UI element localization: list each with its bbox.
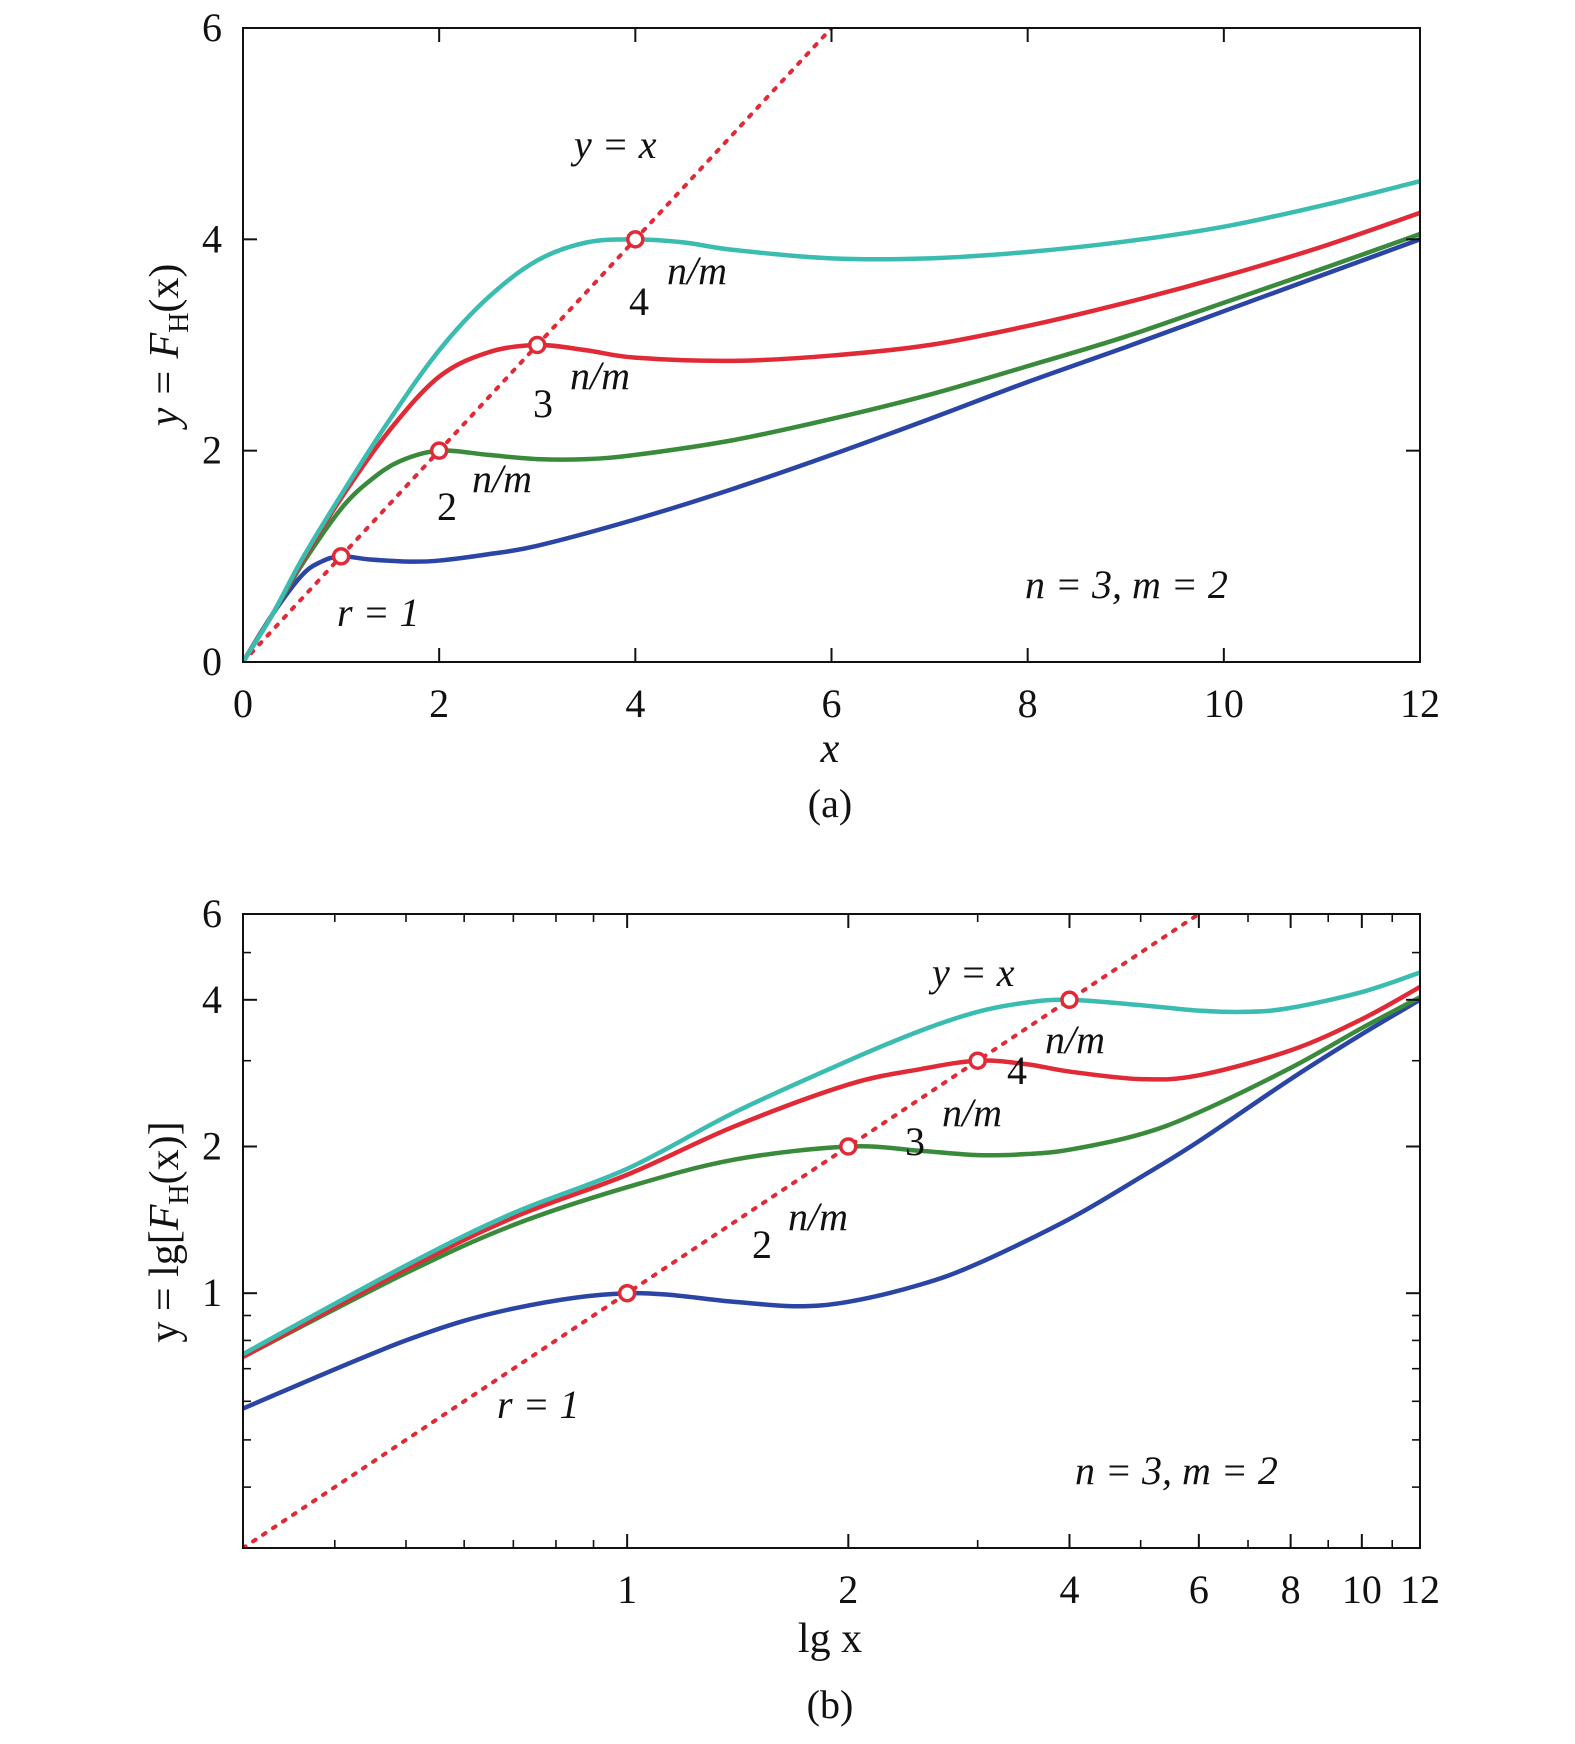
x-tick-label: 10	[1342, 1567, 1382, 1612]
y-axis-label-sub: H	[164, 313, 195, 333]
identity-line-label: y = x	[570, 122, 657, 167]
y-tick-label: 4	[202, 977, 222, 1022]
r-label: r = 1	[497, 1382, 580, 1427]
exp-label-4: n/m	[667, 248, 727, 293]
intersection-marker	[1060, 990, 1079, 1010]
plot-frame-a	[242, 27, 1421, 663]
series-layer-a	[243, 28, 1420, 662]
params-label: n = 3, m = 2	[1025, 562, 1228, 607]
curve-r4	[243, 970, 1420, 1357]
base-label-4: 4	[1007, 1048, 1027, 1093]
panel-label-b: (b)	[807, 1682, 854, 1727]
curve-r2	[243, 994, 1420, 1360]
x-tick-label: 8	[1018, 681, 1038, 726]
y-tick-label: 2	[202, 1124, 222, 1169]
x-tick-label: 12	[1400, 681, 1440, 726]
x-tick-label: 4	[625, 681, 645, 726]
x-tick-label: 6	[822, 681, 842, 726]
curve-r2	[243, 231, 1420, 662]
ticks-layer-a	[242, 27, 1421, 663]
exp-label-3: n/m	[570, 353, 630, 398]
base-label-3: 3	[533, 381, 553, 426]
exp-label-2: n/m	[788, 1194, 848, 1239]
curve-r4	[243, 178, 1420, 662]
y-axis-label: y = FH(x)	[142, 264, 195, 431]
y-axis-label-f: F	[142, 1204, 188, 1231]
y-tick-label: 4	[202, 216, 222, 261]
params-label: n = 3, m = 2	[1075, 1448, 1278, 1493]
base-label-2: 2	[752, 1222, 772, 1267]
y-axis-label-suffix: (x)	[142, 264, 188, 313]
exp-label-2: n/m	[472, 456, 532, 501]
plot-frame-b	[242, 913, 1421, 1549]
x-tick-label: 2	[838, 1567, 858, 1612]
base-label-4: 4	[629, 279, 649, 324]
intersection-marker	[429, 441, 449, 460]
y-axis-label-prefix: y = lg[	[142, 1230, 188, 1342]
x-tick-label: 8	[1281, 1567, 1301, 1612]
x-tick-label: 1	[617, 1567, 637, 1612]
y-axis-label-f: F	[142, 332, 188, 359]
series-layer-b	[243, 914, 1420, 1548]
chart-panel-a: 0 2 4 6 8 10 12 0 2 4 6 x y = FH(x) y = …	[142, 5, 1440, 826]
base-label-2: 2	[437, 484, 457, 529]
y-axis-label-sub: H	[164, 1184, 195, 1204]
y-tick-label: 6	[202, 5, 222, 50]
curve-r3	[243, 984, 1420, 1360]
x-axis-label: lg x	[798, 1616, 862, 1662]
x-tick-label: 0	[233, 681, 253, 726]
intersection-marker	[528, 335, 547, 355]
curve-r1	[243, 997, 1420, 1411]
exp-label-3: n/m	[942, 1090, 1002, 1135]
chart-panel-b: 1 2 4 6 8 10 12 1 2 4 6 lg x y = lg[FH(x…	[142, 891, 1440, 1727]
x-axis-label: x	[820, 726, 840, 772]
panel-label-a: (a)	[808, 781, 852, 826]
identity-line-label: y = x	[928, 950, 1015, 995]
r-label: r = 1	[337, 590, 420, 635]
intersection-marker	[617, 1283, 637, 1303]
intersection-marker	[331, 547, 351, 566]
y-axis-label: y = lg[FH(x)]	[142, 1121, 195, 1342]
y-tick-label: 2	[202, 428, 222, 473]
identity-line	[243, 914, 1201, 1548]
intersection-marker	[968, 1051, 987, 1070]
y-axis-label-suffix: (x)]	[142, 1121, 188, 1184]
y-axis-label-prefix: y =	[142, 358, 188, 430]
x-tick-label: 2	[429, 681, 449, 726]
ticks-layer-b	[243, 913, 1421, 1548]
intersection-marker	[626, 230, 645, 249]
x-tick-label: 12	[1400, 1567, 1440, 1612]
intersection-marker	[839, 1137, 858, 1156]
curve-r1	[243, 237, 1420, 662]
y-tick-label: 0	[202, 639, 222, 684]
y-tick-label: 6	[202, 891, 222, 936]
y-tick-label: 1	[202, 1270, 222, 1315]
base-label-3: 3	[905, 1119, 925, 1164]
x-tick-label: 4	[1059, 1567, 1079, 1612]
exp-label-4: n/m	[1045, 1017, 1105, 1062]
x-tick-label: 10	[1204, 681, 1244, 726]
x-tick-label: 6	[1189, 1567, 1209, 1612]
